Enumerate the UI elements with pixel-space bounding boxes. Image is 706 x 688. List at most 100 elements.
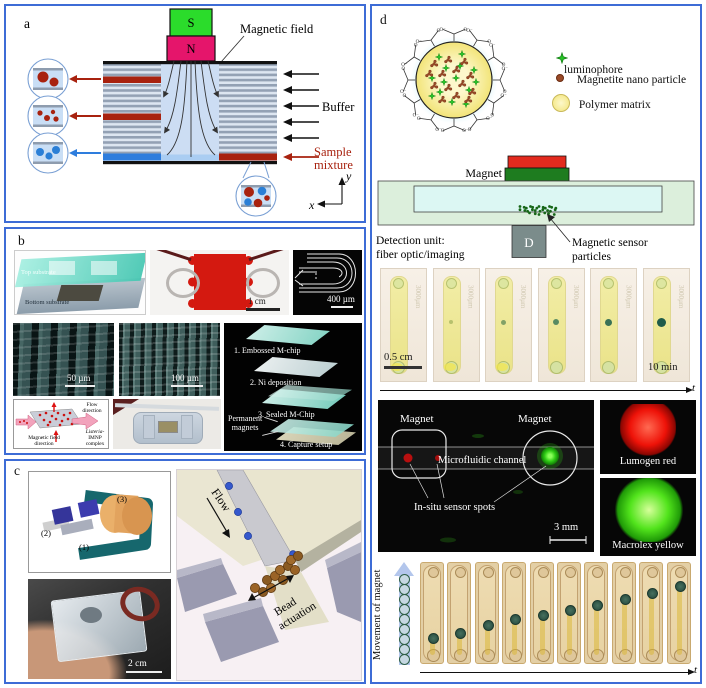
chip-watermark: 3000µm	[519, 285, 528, 309]
chip-body	[194, 254, 246, 310]
circle-icon	[552, 94, 570, 112]
permanent-magnets-label: Permanent magnets	[228, 414, 263, 432]
magnet-sn: S N	[166, 8, 216, 62]
magnet-dot	[647, 588, 659, 600]
scale-1cm-bar	[246, 308, 280, 311]
sensor-particles-label-2: particles	[572, 251, 611, 263]
fabrication-steps-panel: 1. Embossed M-chip 2. Ni deposition 3. S…	[224, 323, 362, 451]
magnet-dot	[428, 632, 439, 644]
scale-400um-bar	[331, 306, 353, 308]
sensor-spots-label: In-situ sensor spots	[414, 502, 495, 513]
chip-channel-strip	[547, 276, 566, 374]
svg-text:O⁻: O⁻	[502, 67, 509, 72]
part-2-label: (2)	[41, 528, 51, 538]
scale-100um-label: 100 µm	[171, 373, 199, 383]
time-axis-label: t	[692, 382, 696, 394]
svg-text:O: O	[468, 128, 472, 133]
panel-c: c (2) (1) (3) 2 cm	[4, 459, 366, 684]
detection-unit-label-2: fiber optic/imaging	[376, 249, 465, 261]
fluorescence-drawing: Magnet Magnet Microfluidic channel In-si…	[378, 413, 594, 544]
svg-text:O⁻: O⁻	[435, 128, 442, 133]
panel-d: d O O⁻ O O⁻ O O⁻ O O⁻ O O⁻ O O⁻ O O⁻ O O⁻ O O⁻ O O⁻ O O⁻ O O⁻ l…	[370, 4, 702, 684]
axis-y-label: y	[345, 169, 352, 183]
chip-top-well	[393, 278, 404, 289]
star-icon	[556, 52, 568, 64]
device-post-left	[143, 415, 155, 439]
strip-top-well	[537, 567, 549, 578]
legend-luminophore: luminophore	[556, 52, 623, 76]
sensor-dot	[552, 319, 559, 325]
dye-trail	[567, 613, 572, 655]
strip-top-well	[647, 567, 659, 578]
flow-direction-label-1: Flow	[86, 402, 97, 408]
dye-trail	[512, 622, 518, 655]
device-chip-window	[158, 421, 178, 433]
step4-chip	[270, 419, 354, 437]
scale-2cm-bar	[126, 671, 162, 673]
field-direction-label-2: direction	[34, 441, 53, 447]
outlet-zoom-circles	[27, 58, 69, 174]
sample-arrow	[283, 153, 319, 161]
dot-icon	[556, 74, 564, 82]
strip-photo	[529, 562, 554, 664]
step4-label: 4. Capture setup	[280, 440, 333, 449]
strip-photo	[666, 562, 691, 664]
sensor-chip-photo: 3000µm	[537, 268, 585, 382]
legend-polymer: Polymer matrix	[552, 94, 651, 112]
bottom-substrate-label: Bottom substrate	[25, 299, 70, 306]
chip-watermark: 3000µm	[624, 285, 633, 309]
pole-s-label: S	[188, 16, 195, 30]
strip-photo	[502, 562, 527, 664]
chip-bottom-well	[655, 361, 668, 374]
chip-top-well	[498, 278, 510, 289]
time-axis-arrow	[380, 387, 693, 393]
tube-loop-left	[166, 268, 200, 298]
magnet-dot	[592, 600, 604, 612]
dye-trail	[430, 640, 435, 655]
complex-label-1: Listeria-	[85, 429, 105, 435]
red-chip-photo: 1 cm	[150, 250, 289, 315]
svg-text:O: O	[401, 67, 405, 72]
strip-top-well	[565, 567, 576, 578]
scale-05cm-label: 0.5 cm	[384, 352, 413, 363]
dye-trail	[649, 596, 655, 655]
device-post-right	[181, 415, 193, 439]
svg-text:O⁻: O⁻	[500, 94, 507, 99]
chip-watermark: 3000µm	[414, 285, 422, 309]
strip-top-well	[619, 567, 631, 578]
svg-text:O: O	[487, 40, 491, 45]
dye-trail	[457, 635, 463, 655]
strip-photo	[639, 562, 664, 664]
pillar-zone-left	[49, 261, 75, 275]
dye-trail	[594, 608, 600, 655]
strip-top-well	[674, 567, 686, 578]
device-photo	[113, 399, 221, 449]
panel-label-b: b	[18, 233, 25, 248]
panel-label-d: d	[380, 12, 387, 27]
chip-cross-section: Magnet D Detection unit: fiber optic/ima…	[376, 155, 695, 263]
scale-50um-bar	[65, 385, 95, 387]
chip-top-well	[603, 278, 615, 289]
step1-chip	[246, 325, 330, 345]
step2-chip	[254, 357, 338, 377]
channel-junction-render: Flow Bead actuation	[176, 469, 362, 681]
part-3-label: (3)	[117, 494, 127, 504]
magnet-sweep-series	[420, 562, 696, 666]
svg-text:O: O	[437, 29, 441, 34]
magnet-dot	[674, 580, 686, 592]
magnetic-field-label: Magnetic field	[240, 22, 314, 36]
buffer-arrows	[290, 73, 319, 139]
scale-2cm-label: 2 cm	[128, 659, 147, 669]
macrolex-label: Macrolex yellow	[612, 540, 684, 551]
svg-text:O⁻: O⁻	[440, 28, 447, 33]
svg-text:O⁻: O⁻	[400, 90, 407, 95]
chip-bottom-well	[549, 361, 563, 374]
magnet-dot	[510, 614, 522, 626]
scale-1cm-label: 1 cm	[248, 296, 266, 306]
arrow-shaft	[398, 574, 410, 665]
pillar-rows	[13, 323, 114, 396]
top-substrate-label: Top substrate	[21, 269, 56, 276]
svg-text:O⁻: O⁻	[489, 43, 496, 48]
tube-loop-right	[246, 268, 280, 298]
